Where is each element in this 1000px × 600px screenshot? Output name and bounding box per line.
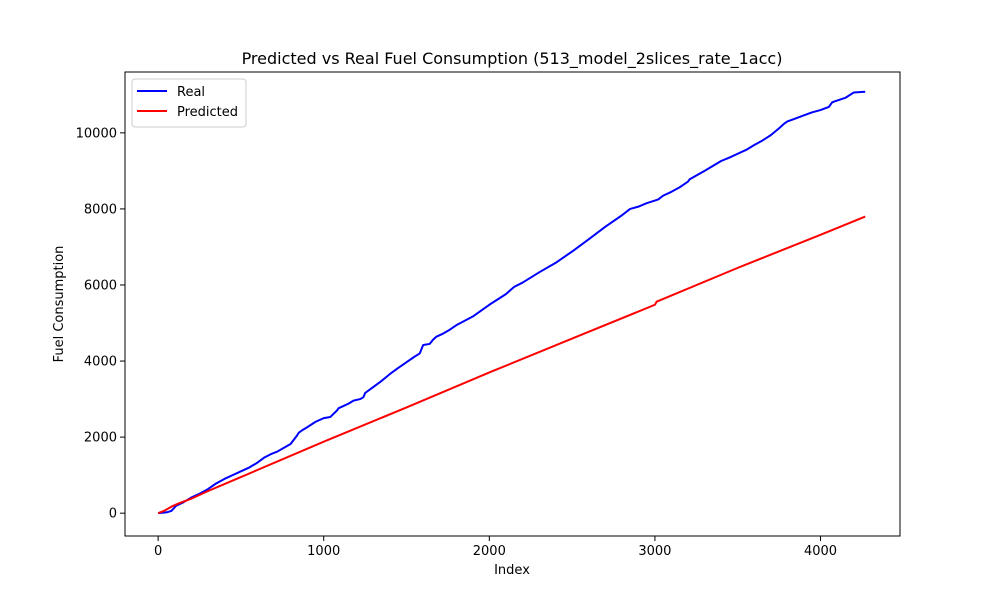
y-tick-label: 8000: [84, 202, 117, 217]
series-line-real: [158, 90, 866, 515]
plot-area: [125, 72, 900, 536]
x-tick-label: 0: [154, 544, 162, 559]
y-tick-label: 4000: [84, 355, 117, 370]
x-tick-label: 2000: [473, 544, 506, 559]
x-axis-label: Index: [494, 563, 530, 578]
series-line-predicted: [157, 215, 866, 515]
x-tick-label: 3000: [638, 544, 671, 559]
legend: Real Predicted: [131, 78, 247, 128]
series-layer: [157, 90, 866, 515]
legend-real-label: Real: [177, 85, 205, 100]
y-axis-label: Fuel Consumption: [52, 246, 67, 363]
y-tick-label: 10000: [76, 126, 117, 141]
legend-predicted-label: Predicted: [177, 105, 238, 120]
y-axis-ticks: 0 2000 4000 6000 8000 10000: [76, 126, 125, 522]
y-tick-label: 2000: [84, 431, 117, 446]
x-axis-ticks: 0 1000 2000 3000 4000: [154, 536, 837, 559]
plot-frame: [124, 71, 901, 537]
y-tick-label: 6000: [84, 278, 117, 293]
x-tick-label: 4000: [804, 544, 837, 559]
y-tick-label: 0: [109, 507, 117, 522]
x-tick-label: 1000: [307, 544, 340, 559]
chart-title: Predicted vs Real Fuel Consumption (513_…: [242, 49, 783, 69]
